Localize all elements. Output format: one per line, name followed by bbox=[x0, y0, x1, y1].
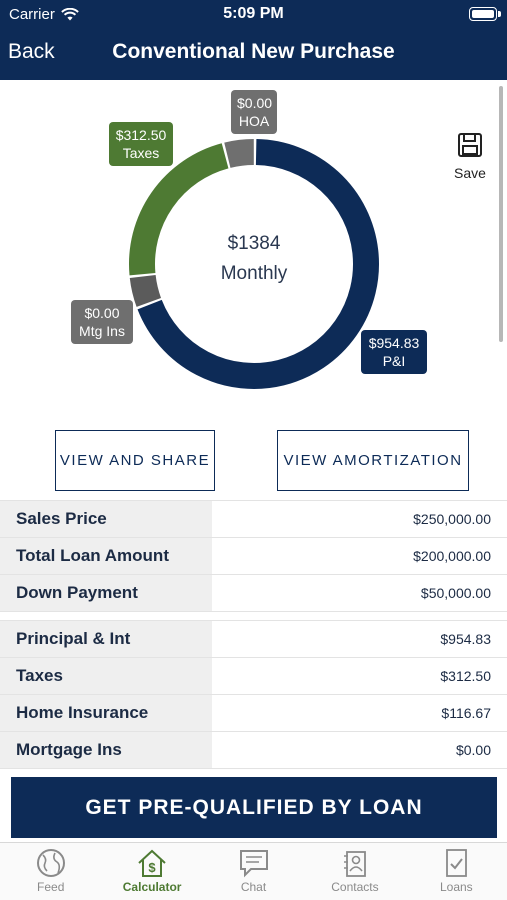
house-dollar-icon: $ bbox=[138, 849, 166, 877]
view-amortization-button[interactable]: VIEW AMORTIZATION bbox=[277, 430, 469, 491]
payment-breakdown-table: Principal & Int $954.83 Taxes $312.50 Ho… bbox=[0, 620, 507, 769]
tab-label: Contacts bbox=[331, 880, 379, 894]
carrier-indicator: Carrier bbox=[9, 6, 79, 23]
svg-text:$: $ bbox=[148, 860, 156, 875]
table-row: Home Insurance $116.67 bbox=[0, 695, 507, 732]
slice-name: Taxes bbox=[122, 145, 160, 161]
row-value: $50,000.00 bbox=[420, 585, 491, 601]
tab-label: Chat bbox=[240, 880, 267, 894]
row-value: $0.00 bbox=[455, 742, 491, 758]
wifi-icon bbox=[61, 8, 79, 21]
carrier-label: Carrier bbox=[9, 6, 55, 23]
battery-icon bbox=[469, 7, 501, 21]
slice-value: $0.00 bbox=[237, 95, 273, 111]
get-prequalified-button[interactable]: GET PRE-QUALIFIED BY LOAN bbox=[11, 777, 497, 838]
table-row: Down Payment $50,000.00 bbox=[0, 575, 507, 612]
slice-label-mtg-ins: $0.00 Mtg Ins bbox=[71, 300, 133, 344]
tab-calculator[interactable]: $ Calculator bbox=[101, 843, 202, 900]
row-value: $200,000.00 bbox=[413, 548, 491, 564]
back-button[interactable]: Back bbox=[8, 40, 55, 63]
save-label: Save bbox=[454, 165, 486, 181]
chat-bubble-icon bbox=[239, 850, 268, 878]
donut-slice-hoa bbox=[224, 139, 255, 168]
row-label: Sales Price bbox=[0, 501, 212, 537]
status-bar: Carrier 5:09 PM bbox=[0, 0, 507, 28]
slice-value: $954.83 bbox=[368, 335, 420, 351]
slice-value: $312.50 bbox=[115, 127, 167, 143]
slice-name: Mtg Ins bbox=[79, 323, 125, 339]
row-label: Mortgage Ins bbox=[0, 732, 212, 768]
donut-slice-p-i bbox=[137, 139, 379, 389]
status-time: 5:09 PM bbox=[223, 5, 284, 22]
tab-chat[interactable]: Chat bbox=[203, 843, 304, 900]
donut-slice-mtg-ins bbox=[129, 274, 162, 307]
slice-label-taxes: $312.50 Taxes bbox=[109, 122, 173, 166]
app-header: Carrier 5:09 PM Back Conventional New Pu… bbox=[0, 0, 507, 80]
table-row: Mortgage Ins $0.00 bbox=[0, 732, 507, 769]
table-row: Principal & Int $954.83 bbox=[0, 621, 507, 658]
tab-bar: Feed $ Calculator Chat Contacts Loans bbox=[0, 842, 507, 900]
tab-label: Calculator bbox=[122, 880, 182, 894]
document-check-icon bbox=[446, 849, 468, 877]
slice-name: HOA bbox=[238, 113, 270, 129]
donut-slice-taxes bbox=[129, 143, 229, 276]
tab-contacts[interactable]: Contacts bbox=[304, 843, 405, 900]
row-label: Home Insurance bbox=[0, 695, 212, 731]
scrollbar[interactable] bbox=[499, 86, 503, 342]
tab-feed[interactable]: Feed bbox=[0, 843, 101, 900]
globe-icon bbox=[36, 849, 65, 877]
loan-summary-table: Sales Price $250,000.00 Total Loan Amoun… bbox=[0, 500, 507, 612]
row-label: Principal & Int bbox=[0, 621, 212, 657]
tab-label: Feed bbox=[37, 880, 65, 894]
chart-center-label: Monthly bbox=[220, 263, 288, 284]
tab-label: Loans bbox=[439, 880, 473, 894]
save-button[interactable]: Save bbox=[448, 132, 492, 181]
slice-label-pi: $954.83 P&I bbox=[361, 330, 427, 374]
slice-value: $0.00 bbox=[84, 305, 120, 321]
row-label: Taxes bbox=[0, 658, 212, 694]
row-value: $116.67 bbox=[441, 705, 491, 721]
tab-loans[interactable]: Loans bbox=[406, 843, 507, 900]
row-label: Total Loan Amount bbox=[0, 538, 212, 574]
table-row: Taxes $312.50 bbox=[0, 658, 507, 695]
donut-svg bbox=[129, 139, 379, 389]
contacts-icon bbox=[343, 851, 366, 877]
payment-donut-chart: $1384 Monthly $0.00 HOA $312.50 Taxes $0… bbox=[0, 80, 507, 420]
view-and-share-button[interactable]: VIEW AND SHARE bbox=[55, 430, 215, 491]
table-row: Total Loan Amount $200,000.00 bbox=[0, 538, 507, 575]
row-value: $250,000.00 bbox=[413, 511, 491, 527]
table-row: Sales Price $250,000.00 bbox=[0, 501, 507, 538]
slice-label-hoa: $0.00 HOA bbox=[231, 90, 277, 134]
floppy-disk-icon bbox=[458, 133, 482, 157]
slice-name: P&I bbox=[382, 353, 406, 369]
page-title: Conventional New Purchase bbox=[112, 40, 395, 63]
row-label: Down Payment bbox=[0, 575, 212, 611]
chart-center-amount: $1384 bbox=[227, 233, 281, 254]
row-value: $312.50 bbox=[440, 668, 491, 684]
row-value: $954.83 bbox=[440, 631, 491, 647]
